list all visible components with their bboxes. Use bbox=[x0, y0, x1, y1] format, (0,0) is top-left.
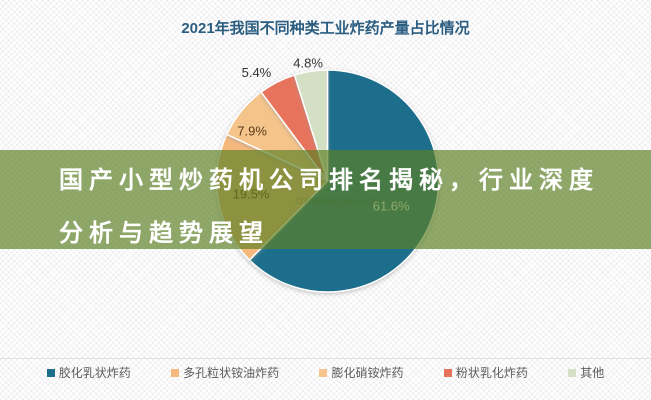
svg-text:7.9%: 7.9% bbox=[237, 123, 267, 138]
svg-text:5.4%: 5.4% bbox=[242, 65, 272, 80]
svg-text:4.8%: 4.8% bbox=[293, 55, 323, 70]
